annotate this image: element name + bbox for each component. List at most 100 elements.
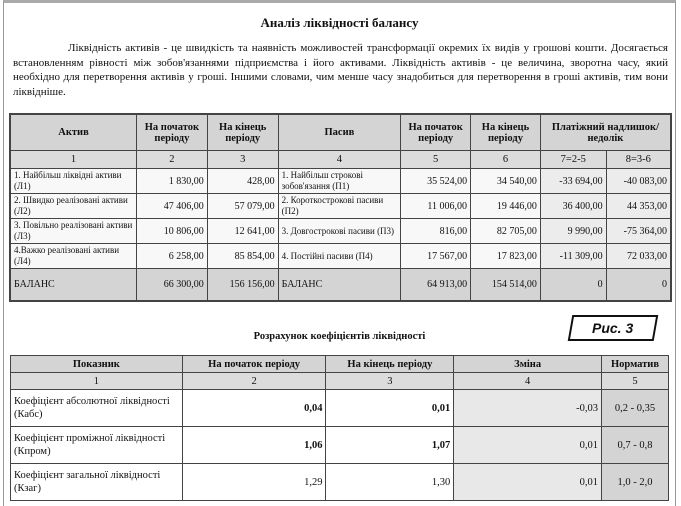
table-cell: 428,00 xyxy=(206,168,279,194)
table-cell: 17 823,00 xyxy=(470,243,541,269)
header-cell: На початок періоду xyxy=(135,113,208,151)
table-row: 2. Швидко реалізовані активи (Л2) 47 406,… xyxy=(9,193,672,219)
table-cell: 12 641,00 xyxy=(206,218,279,244)
table-cell: 4.Важко реалізовані активи (Л4) xyxy=(9,243,137,269)
table-cell: 1. Найбільш строкові зобов'язання (П1) xyxy=(277,168,402,194)
table-cell: 3. Повільно реалізовані активи (Л3) xyxy=(9,218,137,244)
table-cell: 816,00 xyxy=(400,218,472,244)
table-cell: 57 079,00 xyxy=(206,193,279,219)
table-cell: -11 309,00 xyxy=(539,243,607,269)
table-cell: 9 990,00 xyxy=(539,218,607,244)
table-cell: 10 806,00 xyxy=(135,218,208,244)
intro-paragraph: Ліквідність активів - це швидкість та на… xyxy=(13,42,668,98)
table-row: Коефіцієнт загальної ліквідності (Кзаг) 1… xyxy=(10,463,669,501)
header-cell: Пасив xyxy=(277,113,402,151)
column-number-row: 1 2 3 4 5 6 7=2-5 8=3-6 xyxy=(9,150,672,169)
table-cell: 0,04 xyxy=(181,389,327,427)
table-cell: 1,29 xyxy=(181,463,327,501)
table-cell: 1,30 xyxy=(325,463,455,501)
col-number: 1 xyxy=(10,372,183,390)
table-cell: 47 406,00 xyxy=(135,193,208,219)
table-cell: 1,0 - 2,0 xyxy=(601,463,669,501)
table-row: Коефіцієнт абсолютної ліквідності (Кабс)… xyxy=(10,389,669,427)
table-cell: 1,07 xyxy=(325,426,455,464)
total-cell: 156 156,00 xyxy=(206,268,279,302)
table-cell: 0,01 xyxy=(453,463,602,501)
table-cell: 19 446,00 xyxy=(470,193,541,219)
table-cell: 17 567,00 xyxy=(400,243,472,269)
column-number-row: 1 2 3 4 5 xyxy=(10,372,669,390)
table-cell: 36 400,00 xyxy=(539,193,607,219)
table-cell: 0,7 - 0,8 xyxy=(601,426,669,464)
total-cell: БАЛАНС xyxy=(9,268,137,302)
col-number: 4 xyxy=(277,150,402,169)
table-cell: 1,06 xyxy=(181,426,327,464)
col-number: 8=3-6 xyxy=(605,150,672,169)
table-cell: 85 854,00 xyxy=(206,243,279,269)
col-number: 7=2-5 xyxy=(539,150,607,169)
table-cell: 82 705,00 xyxy=(470,218,541,244)
header-row: Актив На початок періоду На кінець періо… xyxy=(9,113,672,151)
col-number: 4 xyxy=(453,372,602,390)
header-cell: Актив xyxy=(9,113,137,151)
header-cell: Платіжний надлишок/недолік xyxy=(539,113,672,151)
balance-total-row: БАЛАНС 66 300,00 156 156,00 БАЛАНС 64 91… xyxy=(9,268,672,302)
header-cell: Норматив xyxy=(601,355,669,373)
header-cell: На кінець періоду xyxy=(470,113,541,151)
total-cell: 64 913,00 xyxy=(400,268,472,302)
table-cell: Коефіцієнт проміжної ліквідності (Кпром) xyxy=(10,426,183,464)
table-row: Коефіцієнт проміжної ліквідності (Кпром)… xyxy=(10,426,669,464)
bold-value: 0,04 xyxy=(304,402,323,414)
col-number: 2 xyxy=(181,372,327,390)
total-cell: 154 514,00 xyxy=(470,268,541,302)
total-cell: БАЛАНС xyxy=(277,268,402,302)
table-row: 4.Важко реалізовані активи (Л4) 6 258,00 8… xyxy=(9,243,672,269)
col-number: 3 xyxy=(206,150,279,169)
document-page: Аналіз ліквідності балансу Ліквідність а… xyxy=(3,0,676,506)
table-cell: 3. Довгострокові пасиви (П3) xyxy=(277,218,402,244)
table-cell: 2. Швидко реалізовані активи (Л2) xyxy=(9,193,137,219)
liquidity-ratios-table: Показник На початок періоду На кінець пе… xyxy=(10,355,669,501)
table-cell: 34 540,00 xyxy=(470,168,541,194)
table-cell: 0,01 xyxy=(453,426,602,464)
table-cell: 6 258,00 xyxy=(135,243,208,269)
table-cell: 1 830,00 xyxy=(135,168,208,194)
table-cell: 11 006,00 xyxy=(400,193,472,219)
table-row: 3. Повільно реалізовані активи (Л3) 10 80… xyxy=(9,218,672,244)
header-row: Показник На початок періоду На кінець пе… xyxy=(10,355,669,373)
col-number: 2 xyxy=(135,150,208,169)
col-number: 6 xyxy=(470,150,541,169)
col-number: 3 xyxy=(325,372,455,390)
header-cell: На кінець періоду xyxy=(206,113,279,151)
table-cell: -33 694,00 xyxy=(539,168,607,194)
table-cell: 4. Постійні пасиви (П4) xyxy=(277,243,402,269)
table-cell: -75 364,00 xyxy=(605,218,672,244)
table-row: 1. Найбільш ліквідні активи (Л1) 1 830,00… xyxy=(9,168,672,194)
table-cell: 72 033,00 xyxy=(605,243,672,269)
table-cell: 2. Короткострокові пасиви (П2) xyxy=(277,193,402,219)
bold-value: 0,01 xyxy=(431,402,451,414)
page-title: Аналіз ліквідності балансу xyxy=(260,15,419,30)
total-cell: 0 xyxy=(539,268,607,302)
header-cell: Показник xyxy=(10,355,183,373)
table-cell: 0,01 xyxy=(325,389,455,427)
table-cell: -40 083,00 xyxy=(605,168,672,194)
table-cell: Коефіцієнт загальної ліквідності (Кзаг) xyxy=(10,463,183,501)
col-number: 5 xyxy=(601,372,669,390)
table-cell: 44 353,00 xyxy=(605,193,672,219)
table-cell: Коефіцієнт абсолютної ліквідності (Кабс) xyxy=(10,389,183,427)
total-cell: 0 xyxy=(605,268,672,302)
header-cell: На кінець періоду xyxy=(325,355,455,373)
table-cell: -0,03 xyxy=(453,389,602,427)
table-cell: 1. Найбільш ліквідні активи (Л1) xyxy=(9,168,137,194)
bold-value: 1,06 xyxy=(304,439,323,451)
table-cell: 35 524,00 xyxy=(400,168,472,194)
bold-value: 1,07 xyxy=(431,439,451,451)
total-cell: 66 300,00 xyxy=(135,268,208,302)
header-cell: На початок періоду xyxy=(181,355,327,373)
table-cell: 0,2 - 0,35 xyxy=(601,389,669,427)
header-cell: На початок періоду xyxy=(400,113,472,151)
balance-liquidity-table: Актив На початок періоду На кінець періо… xyxy=(9,113,672,302)
header-cell: Зміна xyxy=(453,355,602,373)
col-number: 1 xyxy=(9,150,137,169)
